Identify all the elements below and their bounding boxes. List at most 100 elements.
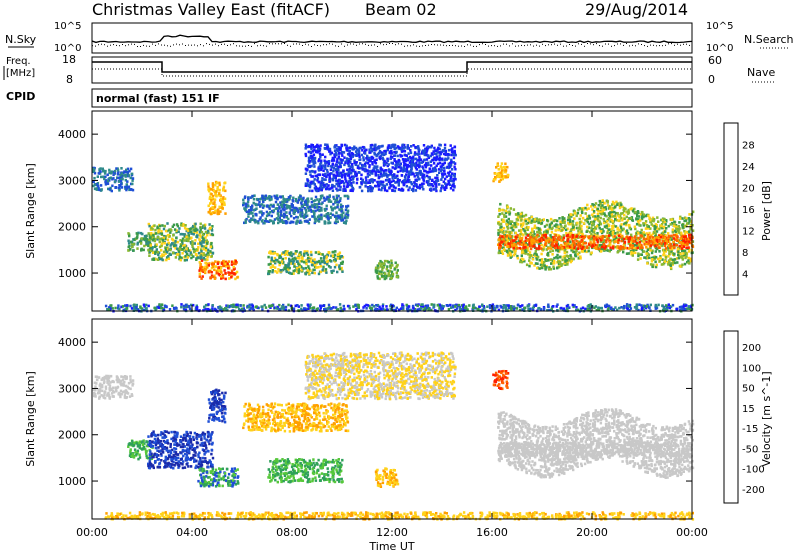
range-gate-cell: [390, 270, 394, 274]
range-gate-cell: [323, 165, 327, 169]
range-gate-cell: [184, 250, 188, 253]
nsearch-dot: [524, 45, 525, 47]
range-gate-cell: [313, 145, 317, 149]
range-gate-cell: [680, 232, 683, 235]
range-gate-cell: [338, 267, 342, 271]
range-gate-cell: [561, 263, 564, 266]
range-gate-cell: [321, 153, 324, 156]
range-gate-cell: [434, 158, 438, 162]
range-gate-cell: [346, 168, 349, 172]
range-gate-cell: [160, 230, 163, 233]
range-gate-cell: [171, 225, 174, 228]
range-gate-cell: [690, 259, 693, 263]
range-gate-cell: [444, 182, 447, 185]
range-gate-cell: [257, 220, 260, 223]
range-gate-cell: [570, 259, 573, 262]
range-gate-cell: [249, 219, 252, 222]
range-gate-cell: [354, 172, 357, 176]
range-gate-cell: [308, 205, 312, 209]
range-gate-cell: [346, 216, 349, 219]
range-gate-cell: [356, 164, 360, 168]
range-gate-cell: [172, 223, 176, 227]
range-gate-cell: [341, 205, 344, 208]
range-gate-cell: [211, 233, 215, 237]
range-gate-cell: [113, 169, 117, 173]
range-gate-cell: [397, 165, 400, 169]
range-gate-cell: [540, 221, 544, 225]
range-gate-cell: [524, 213, 528, 217]
range-gate-cell: [287, 217, 290, 221]
range-gate-cell: [568, 213, 571, 217]
range-gate-cell: [298, 253, 301, 257]
range-gate-cell: [308, 170, 312, 173]
range-gate-cell: [345, 157, 349, 160]
range-gate-cell: [437, 147, 440, 150]
range-gate-cell: [224, 262, 227, 266]
range-gate-cell: [306, 258, 309, 261]
nsearch-dot: [464, 46, 465, 47]
range-gate-cell: [650, 223, 653, 226]
nsearch-dot: [428, 44, 429, 46]
range-gate-cell: [218, 205, 221, 209]
nsearch-dot: [581, 43, 582, 45]
range-gate-cell: [329, 266, 332, 269]
range-gate-cell: [684, 230, 688, 234]
range-gate-cell: [670, 221, 674, 225]
range-gate-cell: [312, 259, 315, 262]
range-gate-cell: [395, 161, 398, 165]
range-gate-cell: [312, 162, 315, 166]
range-gate-cell: [637, 222, 641, 225]
range-gate-cell: [404, 159, 408, 163]
range-gate-cell: [548, 225, 551, 229]
range-gate-cell: [674, 224, 678, 227]
range-gate-cell: [408, 164, 411, 168]
range-gate-cell: [226, 262, 229, 266]
range-gate-cell: [111, 184, 114, 188]
range-gate-cell: [317, 169, 321, 172]
range-gate-cell: [669, 223, 672, 226]
range-gate-cell: [389, 152, 393, 155]
range-gate-cell: [185, 235, 188, 238]
range-gate-cell: [515, 213, 518, 216]
range-gate-cell: [173, 228, 177, 231]
range-gate-cell: [148, 250, 152, 254]
range-gate-cell: [340, 143, 343, 147]
range-gate-cell: [397, 188, 401, 191]
range-gate-cell: [384, 149, 387, 153]
range-gate-cell: [248, 209, 251, 212]
range-gate-cell: [218, 266, 221, 270]
range-gate-cell: [667, 259, 671, 262]
range-gate-cell: [508, 210, 511, 213]
range-gate-cell: [497, 233, 500, 237]
range-gate-cell: [418, 165, 421, 169]
range-gate-cell: [331, 189, 335, 192]
range-gate-cell: [639, 231, 642, 234]
range-gate-cell: [317, 215, 320, 219]
range-gate-cell: [608, 213, 611, 217]
range-gate-cell: [409, 170, 412, 173]
range-gate-cell: [361, 168, 364, 171]
range-gate-cell: [318, 147, 322, 150]
range-gate-cell: [429, 170, 432, 173]
range-gate-cell: [688, 230, 691, 233]
range-gate-cell: [150, 232, 153, 235]
nsearch-dot: [278, 43, 279, 45]
range-gate-cell: [596, 207, 600, 211]
nsearch-dot: [371, 44, 372, 46]
range-gate-cell: [284, 198, 287, 202]
range-gate-cell: [355, 161, 358, 164]
range-gate-cell: [520, 217, 523, 221]
range-gate-cell: [199, 226, 202, 229]
range-gate-cell: [202, 237, 205, 241]
range-gate-cell: [373, 151, 376, 155]
range-gate-cell: [604, 207, 608, 211]
range-gate-cell: [689, 257, 692, 261]
range-gate-cell: [207, 248, 210, 252]
nsearch-dot: [674, 44, 675, 46]
range-gate-cell: [338, 251, 342, 255]
range-gate-cell: [288, 211, 291, 214]
range-gate-cell: [344, 222, 347, 225]
range-gate-cell: [369, 144, 373, 147]
range-gate-cell: [427, 179, 430, 183]
range-gate-cell: [108, 168, 111, 172]
